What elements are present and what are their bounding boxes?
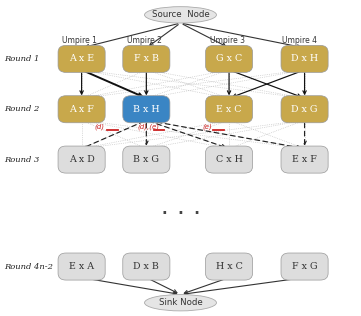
Text: (d): (d): [95, 124, 105, 131]
Text: A x F: A x F: [69, 105, 94, 114]
Ellipse shape: [144, 295, 217, 311]
Text: E x F: E x F: [292, 155, 317, 164]
FancyBboxPatch shape: [205, 96, 253, 123]
Text: Umpire 2: Umpire 2: [127, 35, 162, 45]
FancyBboxPatch shape: [281, 253, 328, 280]
Text: Umpire 4: Umpire 4: [282, 35, 317, 45]
FancyBboxPatch shape: [281, 146, 328, 173]
Text: Umpire 1: Umpire 1: [62, 35, 97, 45]
Text: Round 2: Round 2: [4, 105, 40, 113]
Text: E x A: E x A: [69, 262, 94, 271]
Text: Round 3: Round 3: [4, 155, 40, 164]
FancyBboxPatch shape: [123, 46, 170, 72]
Text: G x C: G x C: [216, 54, 242, 64]
Text: E x C: E x C: [216, 105, 242, 114]
Text: A x E: A x E: [69, 54, 94, 64]
Text: Umpire 3: Umpire 3: [210, 35, 245, 45]
Text: Source  Node: Source Node: [152, 10, 209, 19]
FancyBboxPatch shape: [205, 146, 253, 173]
Text: A x D: A x D: [69, 155, 95, 164]
Text: Round 4n-2: Round 4n-2: [4, 263, 53, 270]
FancyBboxPatch shape: [58, 46, 105, 72]
Text: D x H: D x H: [291, 54, 318, 64]
FancyBboxPatch shape: [123, 253, 170, 280]
Text: Sink Node: Sink Node: [158, 298, 203, 307]
Text: C x H: C x H: [216, 155, 243, 164]
Text: D x B: D x B: [134, 262, 159, 271]
Text: Round 1: Round 1: [4, 55, 40, 63]
Text: ·  ·  ·: · · ·: [162, 205, 199, 221]
Text: H x C: H x C: [216, 262, 243, 271]
Text: B x H: B x H: [133, 105, 160, 114]
FancyBboxPatch shape: [123, 96, 170, 123]
FancyBboxPatch shape: [123, 146, 170, 173]
FancyBboxPatch shape: [281, 46, 328, 72]
FancyBboxPatch shape: [281, 96, 328, 123]
Text: F x G: F x G: [292, 262, 317, 271]
FancyBboxPatch shape: [205, 253, 253, 280]
FancyBboxPatch shape: [58, 253, 105, 280]
Ellipse shape: [144, 7, 217, 23]
Text: D x G: D x G: [291, 105, 318, 114]
Text: F x B: F x B: [134, 54, 159, 64]
FancyBboxPatch shape: [58, 96, 105, 123]
Text: B x G: B x G: [133, 155, 159, 164]
Text: (d),(e): (d),(e): [137, 124, 159, 131]
Text: (e): (e): [203, 124, 212, 131]
FancyBboxPatch shape: [205, 46, 253, 72]
FancyBboxPatch shape: [58, 146, 105, 173]
